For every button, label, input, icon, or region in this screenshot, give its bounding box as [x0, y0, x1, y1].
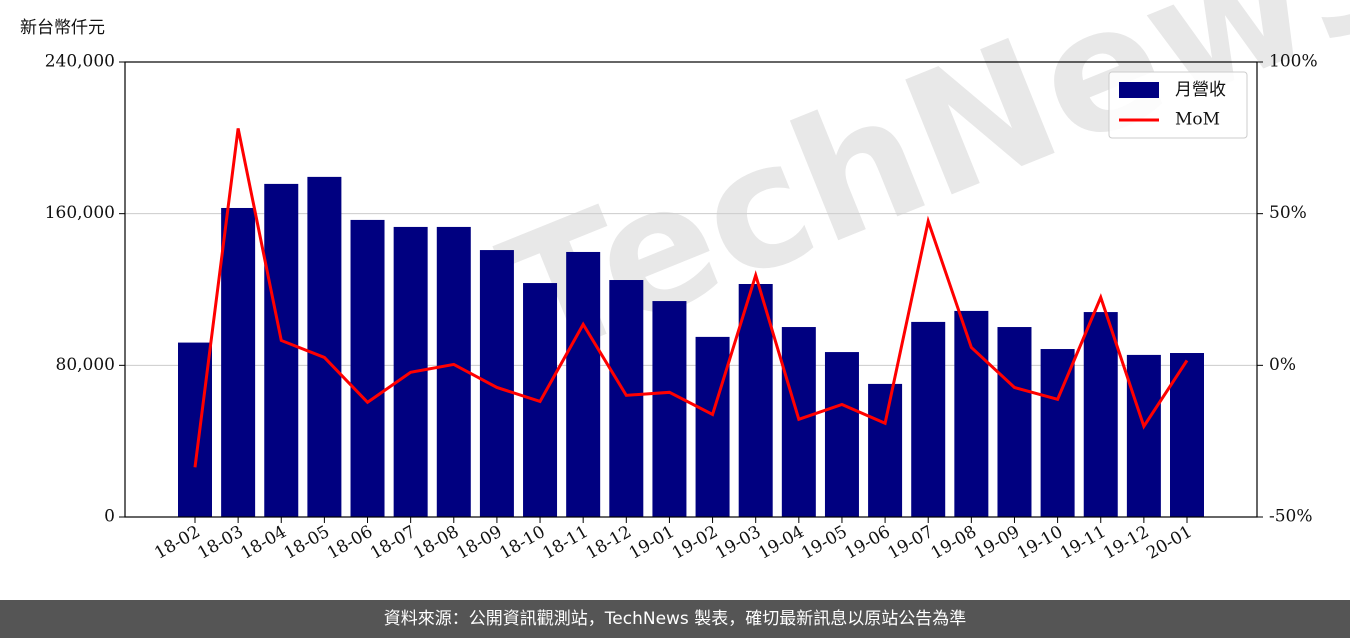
x-tick-label: 19-04	[755, 522, 807, 564]
bar	[824, 352, 859, 517]
x-tick-label: 18-05	[281, 522, 333, 564]
x-tick-label: 18-02	[151, 522, 203, 564]
x-tick-label: 19-10	[1014, 522, 1066, 564]
y2-tick-label: 100%	[1269, 52, 1318, 72]
x-tick-label: 19-03	[712, 522, 764, 564]
line	[193, 128, 1189, 468]
y-tick-label: 160,000	[45, 203, 115, 223]
x-tick-label: 19-06	[841, 522, 893, 564]
bar	[652, 301, 687, 517]
bar	[997, 327, 1032, 517]
bar	[1126, 354, 1161, 517]
bar	[954, 310, 989, 517]
x-tick-label: 19-05	[798, 522, 850, 564]
footer-bar	[0, 600, 1350, 638]
x-tick-label: 18-12	[583, 522, 635, 564]
x-tick-label: 18-06	[324, 522, 376, 564]
bar	[781, 327, 816, 517]
bar	[868, 383, 903, 517]
bar	[609, 280, 644, 517]
bar	[738, 284, 773, 517]
y-tick-label: 0	[104, 507, 115, 527]
x-tick-label: 19-02	[669, 522, 721, 564]
x-tick-label: 19-08	[928, 522, 980, 564]
x-tick-label: 18-09	[453, 522, 505, 564]
x-tick-label: 19-11	[1057, 522, 1109, 564]
legend-label: MoM	[1175, 110, 1220, 130]
x-tick-label: 20-01	[1143, 522, 1195, 564]
y-axis-label: 新台幣仟元	[20, 18, 105, 38]
bar	[264, 183, 299, 517]
bar	[1040, 349, 1075, 517]
bar	[911, 321, 946, 517]
bar	[695, 336, 730, 517]
footer: 資料來源：公開資訊觀測站，TechNews 製表，確切最新訊息以原站公告為準	[384, 609, 966, 629]
bar	[307, 176, 342, 517]
legend-swatch	[1119, 82, 1159, 98]
plot-frame	[124, 61, 1258, 518]
y2-tick-label: 50%	[1269, 203, 1307, 223]
bar	[566, 251, 601, 517]
x-tick-label: 18-04	[238, 522, 290, 564]
x-tick-label: 19-01	[626, 522, 678, 564]
y-tick-label: 240,000	[45, 52, 115, 72]
bar	[479, 250, 514, 518]
y-tick-label: 80,000	[56, 355, 115, 375]
x-tick-label: 18-03	[194, 522, 246, 564]
x-tick-label: 19-07	[885, 522, 937, 564]
y2-tick-label: 0%	[1269, 355, 1296, 375]
bar	[350, 219, 385, 517]
legend-label: 月營收	[1175, 80, 1226, 100]
x-tick-label: 19-09	[971, 522, 1023, 564]
y2-tick-label: -50%	[1269, 507, 1313, 527]
x-tick-label: 18-07	[367, 522, 419, 564]
bar	[221, 207, 256, 517]
bar	[1083, 312, 1118, 517]
x-tick-label: 18-08	[410, 522, 462, 564]
x-tick-label: 19-12	[1100, 522, 1152, 564]
x-tick-label: 18-11	[539, 522, 591, 564]
x-tick-label: 18-10	[496, 522, 548, 564]
